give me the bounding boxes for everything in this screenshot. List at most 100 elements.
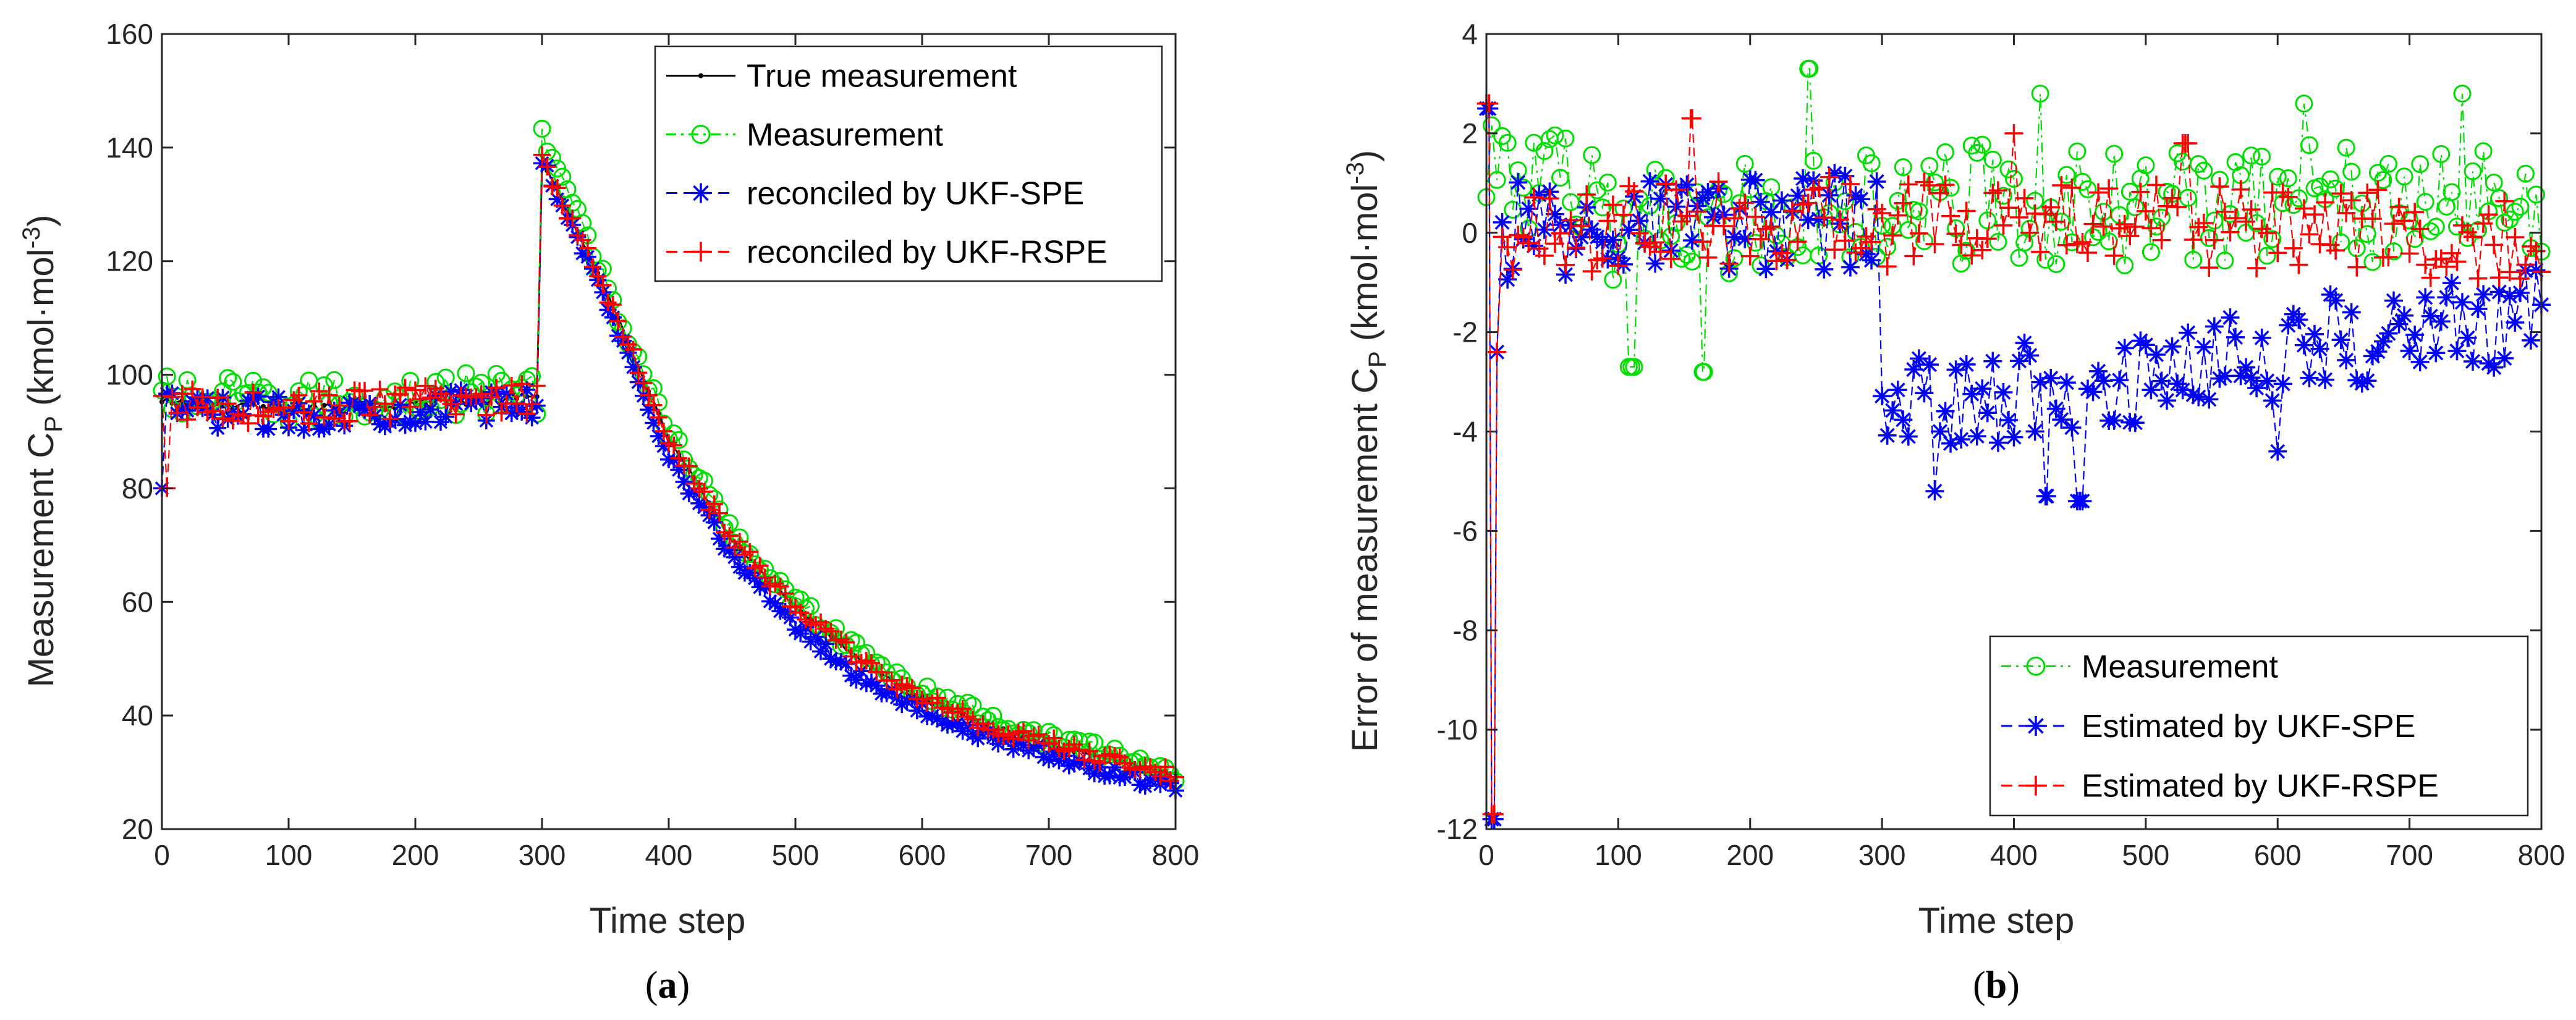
data-point: [1493, 213, 1512, 232]
data-point: [437, 408, 455, 426]
data-point: [2489, 282, 2509, 301]
data-point: [1973, 379, 1992, 398]
data-point: [2289, 310, 2308, 329]
data-point: [1546, 126, 1564, 145]
data-point: [1156, 758, 1174, 776]
data-point: [290, 386, 308, 404]
data-point: [1556, 265, 1575, 284]
data-point: [2247, 259, 2266, 278]
data-point: [2062, 418, 2082, 437]
data-point: [528, 397, 546, 415]
data-point: [1714, 216, 1734, 235]
data-point: [857, 675, 875, 693]
data-point: [502, 376, 520, 394]
data-point: [269, 388, 287, 406]
data-point: [2252, 219, 2271, 238]
x-tick-label: 600: [899, 839, 946, 871]
data-point: [305, 392, 323, 410]
data-point: [624, 340, 642, 358]
data-point: [868, 676, 886, 694]
legend-entry: Measurement: [2082, 649, 2278, 685]
data-point: [518, 381, 536, 398]
data-point: [2253, 148, 2271, 166]
data-point: [1698, 248, 1718, 267]
data-point: [665, 436, 683, 454]
data-point: [716, 540, 734, 558]
data-point: [2179, 323, 2198, 342]
data-point: [2010, 248, 2028, 267]
data-point: [2316, 370, 2335, 389]
data-point: [2416, 255, 2435, 274]
data-point: [2015, 188, 2034, 208]
data-point: [1920, 355, 1939, 374]
data-point: [1577, 198, 1596, 217]
data-point: [2125, 413, 2145, 432]
y-tick-label: 120: [106, 245, 153, 277]
data-point: [1551, 224, 1570, 243]
y-tick-label: -10: [1437, 714, 1478, 746]
data-point: [2210, 177, 2229, 196]
data-point: [1957, 201, 1976, 221]
data-point: [224, 373, 242, 391]
data-point: [2215, 366, 2234, 386]
data-point: [1841, 258, 1860, 277]
data-point: [1561, 211, 1580, 230]
data-point: [442, 382, 460, 400]
data-point: [898, 693, 916, 710]
data-point: [731, 533, 748, 550]
data-point: [1667, 197, 1686, 216]
data-point: [1582, 220, 1601, 239]
data-point: [2094, 371, 2113, 390]
legend-entry: True measurement: [747, 59, 1017, 95]
data-point: [1035, 748, 1053, 766]
data-point: [2089, 361, 2108, 381]
data-point: [680, 484, 698, 502]
data-point: [457, 364, 475, 382]
data-point: [1614, 205, 1633, 224]
data-point: [2421, 222, 2440, 240]
data-point: [1815, 208, 1834, 227]
data-point: [366, 398, 384, 416]
legend-marker: [2026, 716, 2046, 736]
data-point: [2400, 342, 2419, 361]
data-point: [2263, 391, 2282, 410]
data-point: [2389, 198, 2409, 217]
data-point: [1572, 227, 1591, 247]
data-point: [711, 504, 728, 522]
data-point: [1920, 176, 1939, 195]
data-point: [513, 375, 531, 393]
data-point: [1994, 187, 2012, 205]
data-point: [361, 395, 379, 413]
data-point: [2263, 230, 2282, 248]
data-point: [401, 372, 420, 390]
data-point: [746, 569, 764, 587]
data-point: [2083, 214, 2103, 234]
data-point: [928, 710, 946, 728]
data-point: [1619, 221, 1638, 240]
data-point: [2489, 268, 2509, 287]
data-point: [1593, 249, 1612, 268]
data-point: [2057, 166, 2076, 184]
y-tick-label: 4: [1462, 18, 1478, 50]
data-point: [949, 714, 967, 731]
data-point: [1836, 231, 1855, 250]
data-point: [2395, 211, 2414, 230]
data-point: [1667, 180, 1686, 199]
data-point: [1725, 209, 1744, 228]
data-point: [1994, 216, 2013, 235]
x-tick-label: 700: [1025, 839, 1073, 871]
data-point: [635, 374, 652, 392]
data-point: [2379, 248, 2398, 267]
data-point: [2137, 156, 2155, 175]
legend-box: [1989, 635, 2529, 817]
data-point: [2358, 183, 2377, 203]
data-point: [2125, 217, 2145, 236]
legend-marker: [2026, 775, 2046, 796]
data-point: [2062, 178, 2082, 197]
data-point: [163, 388, 181, 406]
data-point: [2057, 373, 2076, 392]
data-point: [2194, 213, 2213, 232]
data-point: [523, 409, 541, 427]
data-point: [356, 382, 373, 400]
data-point: [1735, 154, 1754, 173]
